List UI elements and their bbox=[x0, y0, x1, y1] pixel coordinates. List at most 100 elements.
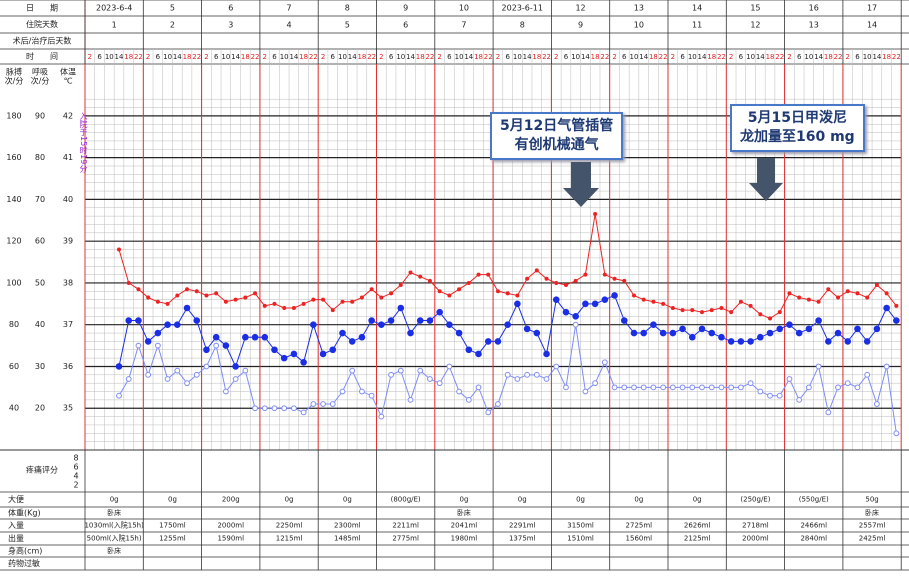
time-label: 2 bbox=[146, 53, 150, 61]
time-label: 2 bbox=[671, 53, 675, 61]
time-label: 18 bbox=[707, 53, 716, 61]
temp-dot bbox=[426, 317, 434, 324]
row-value: 2425ml bbox=[859, 535, 886, 543]
resp-dot bbox=[417, 367, 424, 374]
row-value: 2626ml bbox=[684, 522, 711, 530]
temp-dot bbox=[582, 300, 589, 308]
temp-dot bbox=[125, 317, 133, 324]
resp-dot bbox=[844, 380, 851, 387]
row-value: 1510ml bbox=[567, 535, 594, 543]
time-label: 6 bbox=[156, 53, 161, 61]
resp-dot bbox=[407, 396, 414, 403]
temp-dot bbox=[883, 304, 890, 312]
time-label: 18 bbox=[649, 53, 658, 61]
resp-dot bbox=[660, 384, 667, 391]
row-value: (550g/E) bbox=[799, 496, 829, 504]
pulse-dot bbox=[661, 301, 666, 306]
hospital-day: 12 bbox=[750, 21, 760, 30]
resp-dot bbox=[621, 384, 628, 391]
pulse-dot bbox=[777, 310, 782, 315]
temp-dot bbox=[222, 342, 230, 349]
resp-dot bbox=[349, 367, 356, 374]
tick-label: 50 bbox=[35, 278, 45, 287]
time-label: 18 bbox=[241, 53, 250, 61]
row-value: 2291ml bbox=[509, 522, 536, 530]
time-label: 6 bbox=[331, 53, 336, 61]
row-label: 术后/治疗后天数 bbox=[13, 36, 72, 46]
resp-dot bbox=[699, 384, 705, 391]
row-value: 1030ml(入院15h) bbox=[84, 521, 144, 530]
time-label: 22 bbox=[892, 53, 901, 61]
callout-line: 5月12日气管插管 bbox=[500, 118, 614, 134]
hospital-day: 2 bbox=[170, 21, 175, 30]
temp-dot bbox=[319, 350, 327, 358]
temp-dot bbox=[630, 329, 638, 337]
resp-dot bbox=[145, 371, 152, 378]
row-label: 药物过敏 bbox=[8, 558, 40, 568]
time-label: 22 bbox=[600, 53, 609, 61]
pulse-dot bbox=[389, 291, 394, 296]
temp-dot bbox=[620, 317, 628, 324]
temp-dot bbox=[611, 292, 618, 299]
pulse-dot bbox=[738, 299, 743, 304]
time-label: 14 bbox=[523, 53, 532, 61]
row-label: 大便 bbox=[8, 494, 24, 504]
time-label: 10 bbox=[863, 53, 872, 61]
pulse-dot bbox=[806, 297, 811, 302]
time-label: 10 bbox=[163, 53, 172, 61]
time-label: 10 bbox=[455, 53, 464, 61]
pulse-dot bbox=[291, 306, 296, 310]
pulse-dot bbox=[243, 295, 248, 300]
row-value: 2125ml bbox=[684, 535, 711, 543]
resp-dot bbox=[465, 396, 472, 403]
axis-title: 次/分 bbox=[31, 76, 50, 86]
date: 2023-6-11 bbox=[502, 4, 543, 13]
date: 15 bbox=[750, 4, 760, 13]
pulse-dot bbox=[641, 297, 646, 302]
resp-dot bbox=[261, 405, 268, 412]
pulse-dot bbox=[136, 287, 141, 292]
resp-dot bbox=[631, 384, 637, 391]
row-value: 2840ml bbox=[800, 535, 827, 543]
resp-dot bbox=[563, 384, 569, 391]
pulse-dot bbox=[427, 278, 432, 283]
temp-dot bbox=[514, 300, 521, 308]
time-label: 18 bbox=[591, 53, 600, 61]
time-label: 22 bbox=[309, 53, 318, 61]
time-label: 10 bbox=[280, 53, 289, 61]
row-value: 2775ml bbox=[392, 535, 419, 543]
temp-dot bbox=[329, 346, 337, 354]
temp-dot bbox=[718, 333, 725, 341]
temp-dot bbox=[232, 363, 239, 370]
pulse-dot bbox=[544, 276, 549, 281]
temp-dot bbox=[348, 338, 356, 345]
row-label: 身高(cm) bbox=[8, 546, 42, 556]
axis-title: ℃ bbox=[64, 77, 73, 86]
row-value: 2000ml bbox=[742, 535, 769, 543]
time-label: 2 bbox=[612, 53, 616, 61]
pulse-dot bbox=[534, 268, 539, 273]
hospital-day: 14 bbox=[867, 21, 877, 30]
resp-dot bbox=[640, 384, 647, 391]
temp-dot bbox=[669, 329, 677, 337]
resp-dot bbox=[854, 384, 861, 391]
pulse-dot bbox=[826, 287, 831, 292]
resp-dot bbox=[592, 380, 599, 387]
resp-dot bbox=[582, 388, 589, 395]
time-label: 18 bbox=[124, 53, 133, 61]
tick-label: 140 bbox=[6, 195, 21, 204]
row-value: 0g bbox=[518, 496, 527, 504]
time-label: 10 bbox=[688, 53, 697, 61]
resp-dot bbox=[805, 384, 812, 391]
time-label: 22 bbox=[425, 53, 434, 61]
time-label: 14 bbox=[581, 53, 590, 61]
resp-dot bbox=[679, 384, 686, 391]
row-value: 2000ml bbox=[217, 522, 244, 530]
row-value: 0g bbox=[576, 496, 585, 504]
time-label: 22 bbox=[775, 53, 784, 61]
pulse-dot bbox=[768, 316, 773, 321]
row-value: 1485ml bbox=[334, 535, 361, 543]
time-label: 14 bbox=[289, 53, 298, 61]
temp-dot bbox=[378, 321, 385, 329]
